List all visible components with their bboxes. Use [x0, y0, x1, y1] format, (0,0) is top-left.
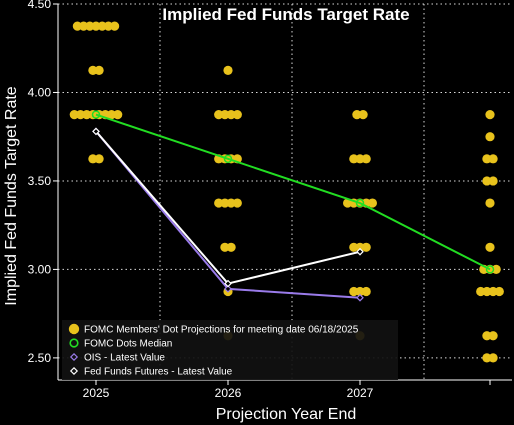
- fomc-dot: [94, 154, 104, 164]
- fomc-dot: [494, 286, 504, 297]
- fomc-dot: [232, 109, 242, 120]
- futures-point: [356, 247, 364, 256]
- y-tick-label: 3.00: [28, 262, 52, 276]
- legend: FOMC Members' Dot Projections for meetin…: [62, 320, 398, 380]
- fomc-dot: [232, 198, 242, 208]
- x-tick-label: 2026: [215, 386, 242, 400]
- lines-layer: [91, 110, 495, 302]
- fomc-dot: [485, 198, 495, 208]
- x-tick-label: 2025: [83, 386, 110, 400]
- median-line: [95, 113, 491, 271]
- fomc-dot: [361, 154, 371, 164]
- fomc-dot: [485, 132, 495, 142]
- futures-point: [92, 127, 100, 136]
- fomc-dot: [361, 286, 371, 297]
- y-tick-label: 2.50: [28, 351, 52, 365]
- fomc-dot: [367, 198, 377, 208]
- futures-point: [224, 279, 232, 288]
- fomc-dot: [491, 264, 501, 275]
- fomc-dot: [361, 242, 371, 252]
- median-point: [355, 198, 365, 208]
- median-point: [223, 154, 233, 164]
- legend-marker-diamond: [69, 366, 79, 376]
- fomc-dot: [358, 109, 368, 120]
- dots-layer: [69, 21, 504, 363]
- fomc-dot: [94, 65, 104, 75]
- ois-point: [224, 285, 232, 293]
- y-tick-label: 3.50: [28, 174, 52, 188]
- legend-label: FOMC Members' Dot Projections for meetin…: [84, 325, 359, 336]
- x-axis-title: Projection Year End: [216, 406, 357, 423]
- fomc-dot: [488, 331, 498, 341]
- grid-layer: [58, 3, 512, 380]
- legend-label: OIS - Latest Value: [84, 353, 165, 364]
- legend-marker-circle: [69, 338, 79, 348]
- fomc-dot: [226, 242, 236, 252]
- y-axis-title: Implied Fed Funds Target Rate: [3, 86, 20, 305]
- legend-marker-dot: [68, 323, 80, 335]
- chart-title: Implied Fed Funds Target Rate: [162, 5, 409, 24]
- fomc-dot: [113, 109, 123, 120]
- fomc-dot: [488, 154, 498, 164]
- median-point: [485, 265, 495, 274]
- fomc-dot: [488, 176, 498, 186]
- legend-marker-diamond: [69, 352, 79, 362]
- legend-box: [62, 320, 398, 380]
- y-tick-label: 4.50: [28, 0, 52, 11]
- fomc-dot: [485, 242, 495, 252]
- fomc-dot: [485, 109, 495, 120]
- fomc-dot: [488, 353, 498, 363]
- fomc-dot: [223, 65, 233, 75]
- median-point: [91, 110, 101, 119]
- y-tick-label: 4.00: [28, 85, 52, 99]
- x-tick-label: 2027: [347, 386, 374, 400]
- ois-point: [356, 293, 364, 302]
- fomc-dot: [110, 21, 120, 31]
- legend-label: Fed Funds Futures - Latest Value: [84, 367, 233, 378]
- legend-label: FOMC Dots Median: [84, 339, 172, 350]
